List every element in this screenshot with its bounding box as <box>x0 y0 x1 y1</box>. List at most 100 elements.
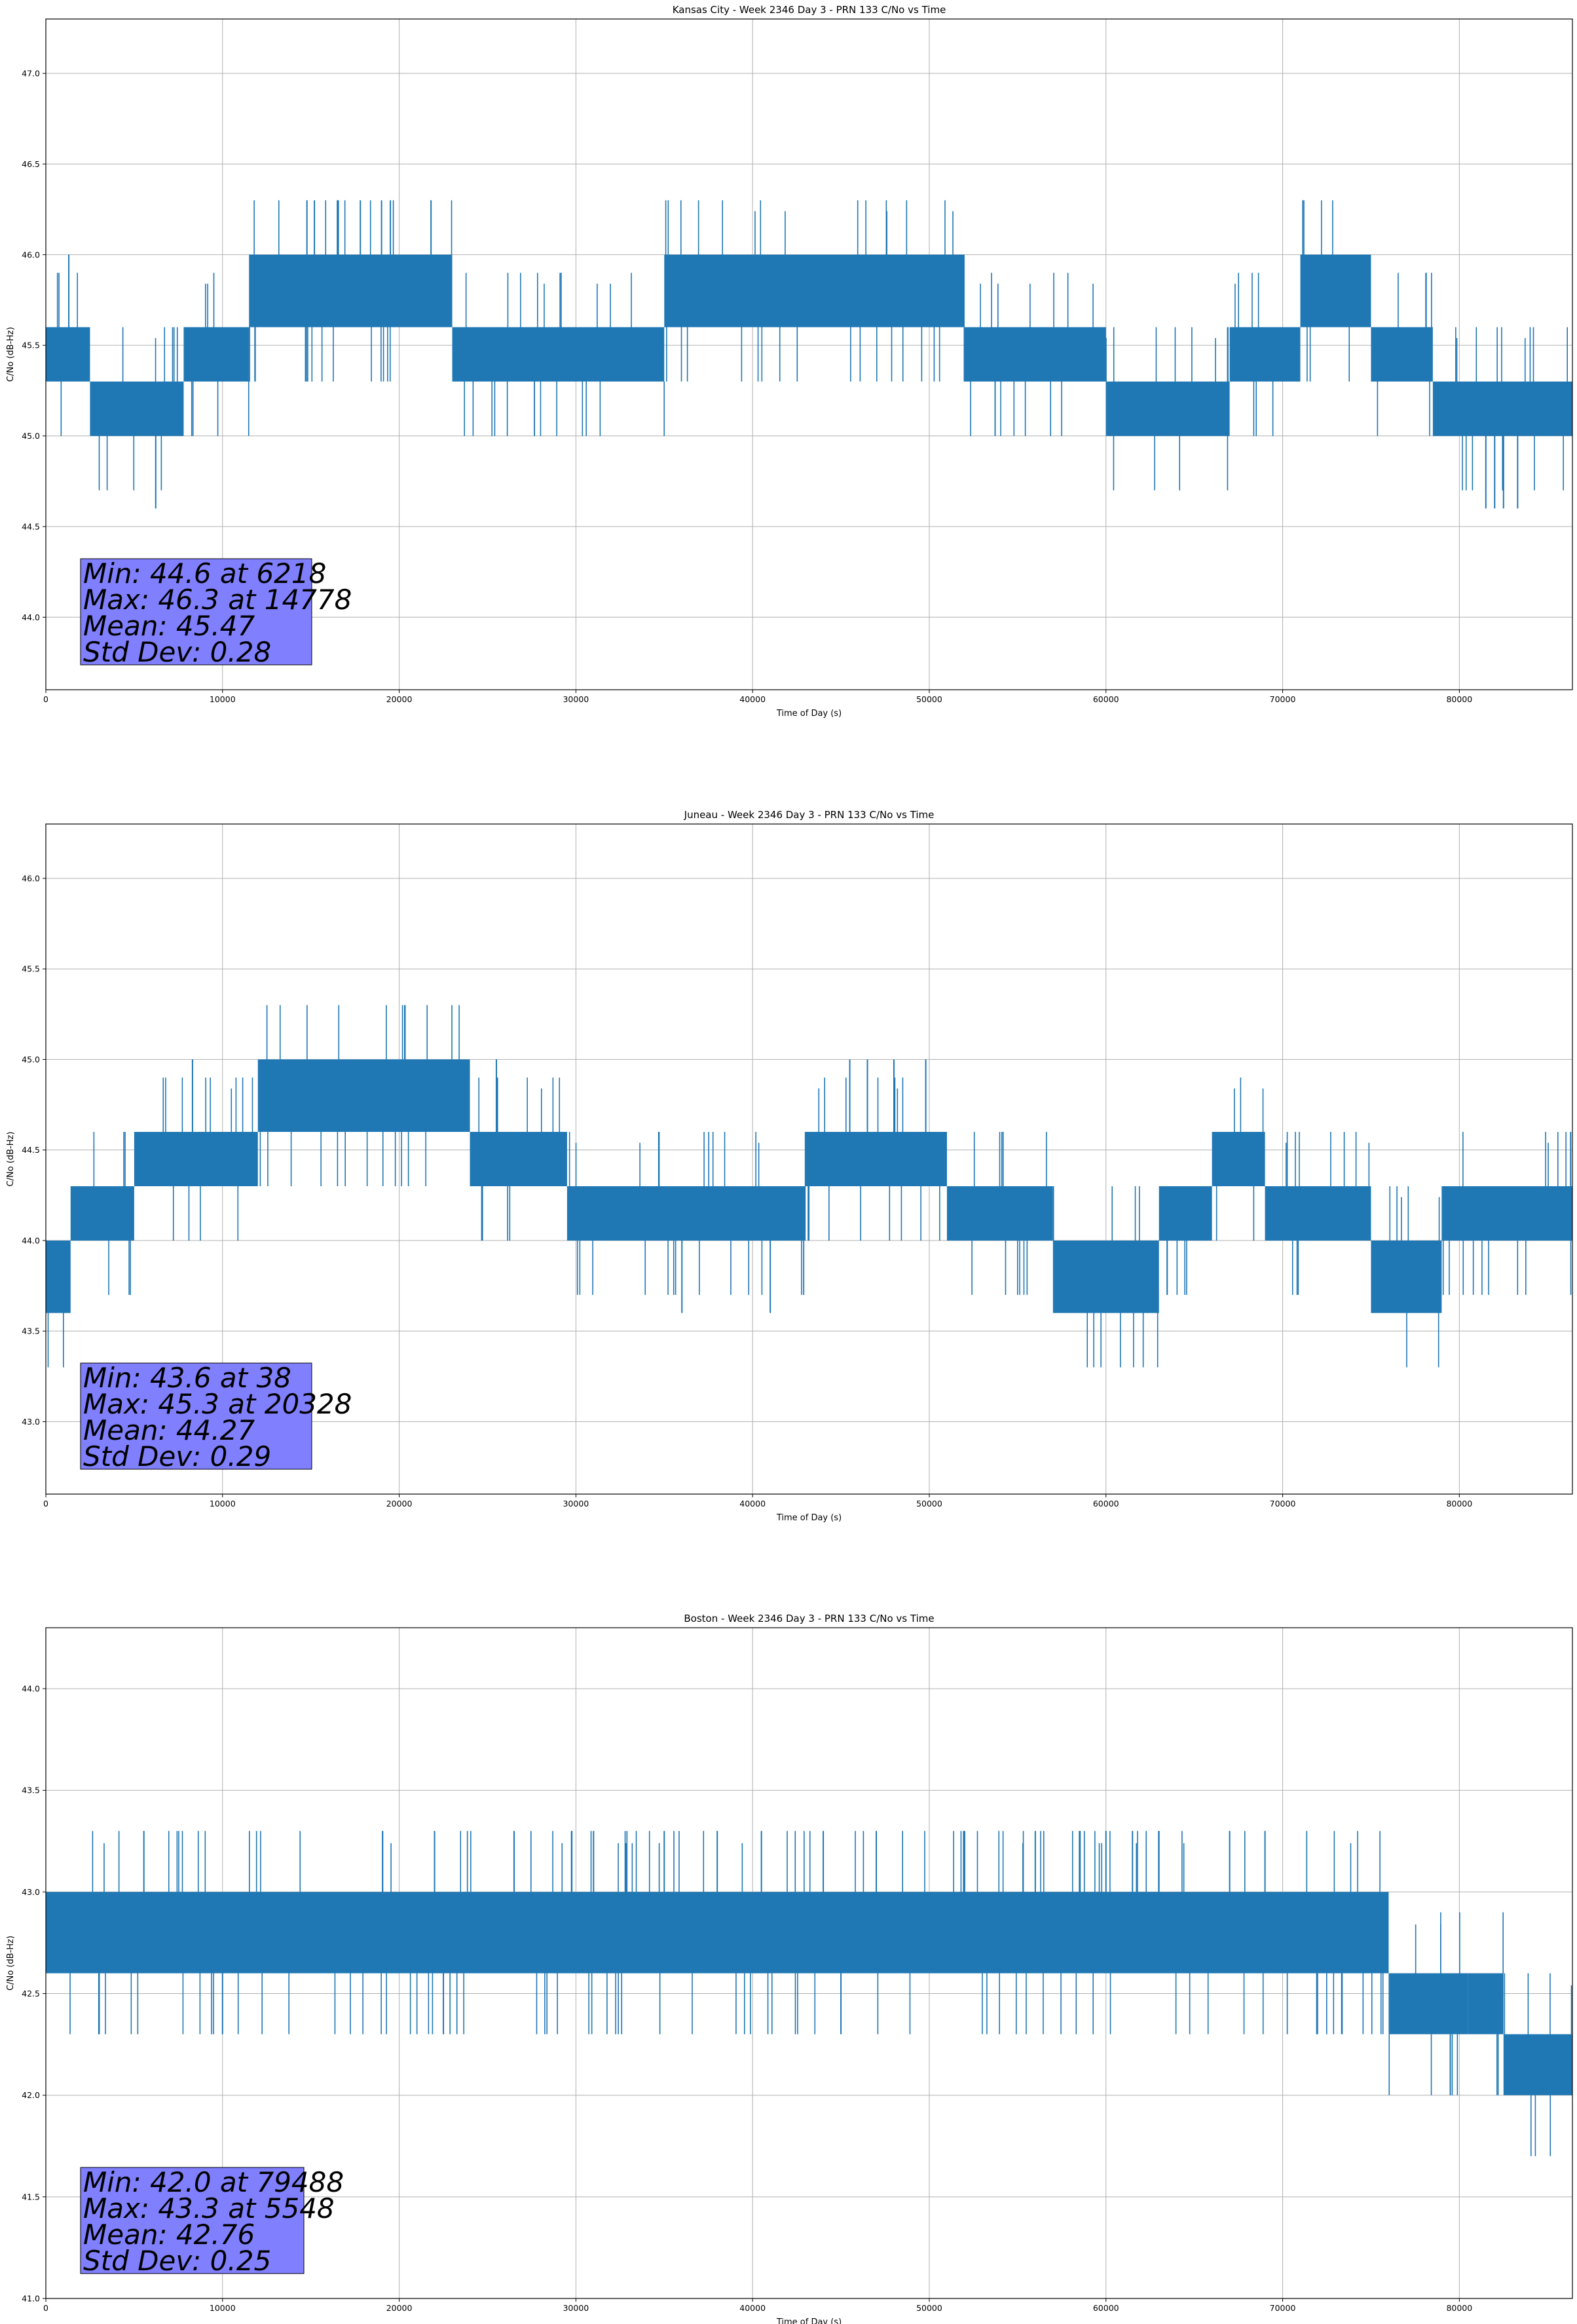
data-band <box>134 1132 258 1186</box>
data-band <box>46 1892 1389 1974</box>
stats-line: Mean: 42.76 <box>83 2219 255 2251</box>
x-tick-label: 60000 <box>1093 1499 1119 1509</box>
y-tick-label: 44.5 <box>22 1145 40 1155</box>
data-band <box>1300 254 1371 328</box>
y-tick-label: 44.0 <box>22 1684 40 1694</box>
data-band <box>1371 1240 1442 1313</box>
stats-line: Min: 44.6 at 6218 <box>83 557 326 590</box>
y-tick-label: 43.0 <box>22 1417 40 1427</box>
x-tick-label: 20000 <box>386 694 413 704</box>
x-tick-label: 0 <box>43 1499 48 1509</box>
stats-line: Min: 43.6 at 38 <box>83 1362 291 1394</box>
x-tick-label: 60000 <box>1093 2303 1119 2313</box>
data-band <box>1441 1186 1572 1241</box>
x-tick-label: 20000 <box>386 2303 413 2313</box>
x-axis-label: Time of Day (s) <box>776 2317 842 2324</box>
plot-frame <box>45 18 1573 690</box>
x-tick-label: 80000 <box>1446 2303 1472 2313</box>
x-tick-label: 70000 <box>1270 1499 1296 1509</box>
data-band <box>946 1186 1053 1241</box>
x-tick-label: 50000 <box>916 2303 942 2313</box>
data-fringe <box>56 200 1568 491</box>
chart-2: Juneau - Week 2346 Day 3 - PRN 133 C/No … <box>6 809 1573 1523</box>
x-tick-label: 0 <box>43 2303 48 2313</box>
x-tick-label: 70000 <box>1270 694 1296 704</box>
stats-line: Mean: 45.47 <box>83 610 255 642</box>
data-series <box>46 1831 1572 2156</box>
y-tick-label: 42.5 <box>22 1989 40 1998</box>
y-axis-label: C/No (dB-Hz) <box>6 1936 16 1991</box>
data-band <box>1052 1240 1159 1313</box>
data-series <box>46 200 1572 509</box>
stats-line: Std Dev: 0.29 <box>83 1440 271 1472</box>
data-band <box>452 327 665 382</box>
x-tick-label: 10000 <box>210 1499 236 1509</box>
data-band <box>664 254 965 328</box>
data-band <box>1159 1186 1212 1241</box>
data-band <box>90 381 184 436</box>
data-band <box>1265 1186 1371 1241</box>
data-band <box>257 1059 470 1133</box>
data-band <box>249 254 453 328</box>
stats-box <box>80 1362 312 1470</box>
data-band <box>1229 327 1301 382</box>
y-axis-label: C/No (dB-Hz) <box>6 1132 16 1187</box>
x-tick-label: 40000 <box>739 694 766 704</box>
y-tick-label: 44.0 <box>22 1235 40 1245</box>
stats-line: Min: 42.0 at 79488 <box>83 2166 344 2198</box>
data-band <box>70 1186 134 1241</box>
y-tick-label: 43.5 <box>22 1786 40 1795</box>
y-tick-label: 45.0 <box>22 1055 40 1064</box>
y-tick-label: 41.0 <box>22 2294 40 2304</box>
y-tick-label: 44.5 <box>22 521 40 531</box>
y-axis-label: C/No (dB-Hz) <box>6 327 16 382</box>
x-tick-label: 60000 <box>1093 694 1119 704</box>
x-tick-label: 10000 <box>210 694 236 704</box>
stats-box <box>80 558 312 665</box>
data-band <box>470 1132 567 1186</box>
data-band <box>46 327 90 382</box>
stats-line: Mean: 44.27 <box>83 1414 255 1446</box>
x-tick-label: 70000 <box>1270 2303 1296 2313</box>
data-band <box>183 327 250 382</box>
x-tick-label: 20000 <box>386 1499 413 1509</box>
y-tick-label: 42.0 <box>22 2090 40 2100</box>
x-tick-label: 50000 <box>916 694 942 704</box>
data-band <box>1503 2034 1572 2095</box>
data-band <box>1371 327 1433 382</box>
data-band <box>566 1186 806 1241</box>
y-tick-label: 46.0 <box>22 873 40 883</box>
data-band <box>1432 381 1572 436</box>
chart-title: Juneau - Week 2346 Day 3 - PRN 133 C/No … <box>684 809 935 821</box>
x-tick-label: 30000 <box>563 694 589 704</box>
y-tick-label: 46.5 <box>22 159 40 169</box>
stats-line: Max: 43.3 at 5548 <box>83 2192 335 2224</box>
x-axis-label: Time of Day (s) <box>776 709 842 719</box>
stats-line: Std Dev: 0.28 <box>83 636 271 668</box>
chart-title: Kansas City - Week 2346 Day 3 - PRN 133 … <box>673 4 946 16</box>
data-band <box>46 1240 71 1313</box>
data-fringe <box>69 1831 1572 2156</box>
data-series <box>46 1005 1572 1368</box>
x-tick-label: 40000 <box>739 1499 766 1509</box>
y-tick-label: 46.0 <box>22 250 40 259</box>
x-tick-label: 10000 <box>210 2303 236 2313</box>
x-tick-label: 30000 <box>563 2303 589 2313</box>
plot-frame <box>45 823 1573 1495</box>
data-band <box>964 327 1106 382</box>
data-band <box>1105 381 1230 436</box>
x-tick-label: 80000 <box>1446 1499 1472 1509</box>
stats-line: Std Dev: 0.25 <box>83 2245 271 2277</box>
x-tick-label: 30000 <box>563 1499 589 1509</box>
y-tick-label: 45.5 <box>22 341 40 350</box>
data-band <box>1468 1973 1504 2034</box>
data-band <box>1212 1132 1265 1186</box>
stats-line: Max: 46.3 at 14778 <box>83 584 352 616</box>
data-fringe <box>47 1005 1572 1368</box>
y-tick-label: 45.0 <box>22 431 40 441</box>
y-tick-label: 47.0 <box>22 69 40 79</box>
x-axis-label: Time of Day (s) <box>776 1513 842 1523</box>
plot-frame <box>45 1627 1573 2299</box>
x-tick-label: 40000 <box>739 2303 766 2313</box>
